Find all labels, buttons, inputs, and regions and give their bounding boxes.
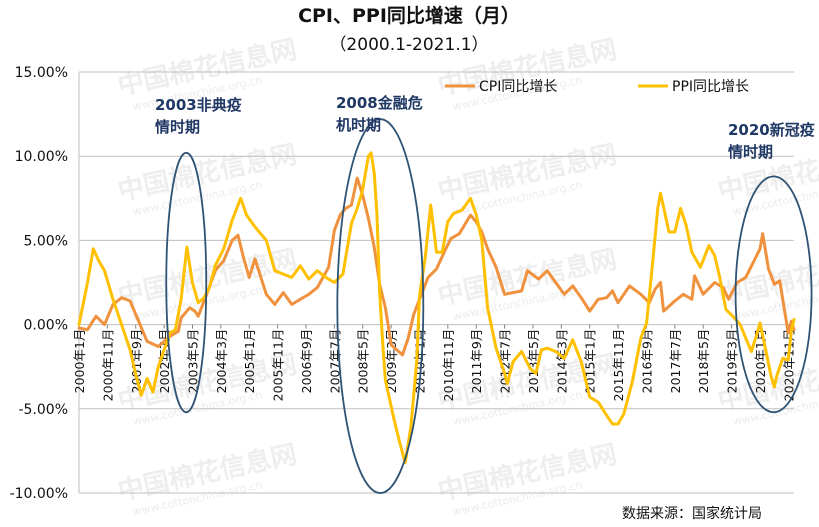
y-tick-label: 0.00% — [24, 318, 68, 334]
x-tick-label: 2006年9月 — [299, 329, 314, 394]
x-tick-label: 2018年5月 — [696, 329, 711, 394]
x-tick-label: 2016年9月 — [639, 329, 654, 394]
x-tick-label: 2008年5月 — [356, 329, 371, 394]
data-source: 数据来源：国家统计局 — [622, 505, 762, 522]
axes: 15.00% 10.00% 5.00% 0.00% -5.00% -10.00% 2000年… — [10, 65, 797, 502]
y-tick-label: 15.00% — [15, 65, 68, 81]
annotation-ellipse — [734, 175, 813, 414]
legend-label: CPI同比增长 — [479, 79, 557, 95]
x-tick-label: 2000年1月 — [72, 329, 87, 394]
x-tick-label: 2001年9月 — [129, 329, 144, 394]
x-tick-label: 2014年3月 — [554, 329, 569, 394]
x-tick-label: 2003年5月 — [185, 329, 200, 394]
x-tick-label: 2017年7月 — [668, 329, 683, 394]
x-tick-label: 2005年1月 — [242, 329, 257, 394]
x-tick-label: 2004年3月 — [214, 329, 229, 394]
annotation-label: 机时期 — [336, 116, 381, 134]
x-tick-label: 2007年7月 — [327, 329, 342, 394]
legend-label: PPI同比增长 — [672, 79, 749, 95]
x-tick-label: 2019年3月 — [725, 329, 740, 394]
y-tick-label: 10.00% — [15, 149, 68, 165]
x-tick-label: 2009年3月 — [384, 329, 399, 394]
x-tick-label: 2005年11月 — [271, 329, 286, 402]
x-tick-label: 2011年9月 — [469, 329, 484, 394]
annotation-label: 2003非典疫 — [155, 96, 242, 114]
x-tick-label: 2013年5月 — [526, 329, 541, 394]
y-tick-label: -5.00% — [18, 402, 68, 418]
chart-title: CPI、PPI同比增速（月） — [298, 4, 520, 27]
x-tick-label: 2000年11月 — [100, 329, 115, 402]
annotation-ellipse — [165, 151, 208, 414]
x-tick-label: 2020年11月 — [781, 329, 796, 402]
annotation-ellipse — [336, 118, 425, 494]
y-tick-label: -10.00% — [10, 486, 68, 502]
annotation-label: 2020新冠疫 — [728, 121, 815, 139]
series-line-ppi — [77, 151, 796, 465]
annotation-label: 情时期 — [728, 143, 773, 161]
x-tick-label: 2015年11月 — [611, 329, 626, 402]
y-tick-label: 5.00% — [24, 233, 68, 249]
legend: CPI同比增长 PPI同比增长 — [445, 79, 749, 95]
annotation-label: 情时期 — [155, 118, 200, 136]
annotation-label: 2008金融危 — [336, 94, 423, 112]
chart-subtitle: （2000.1-2021.1） — [329, 35, 488, 55]
x-tick-label: 2010年11月 — [441, 329, 456, 402]
series-layer — [77, 151, 796, 465]
